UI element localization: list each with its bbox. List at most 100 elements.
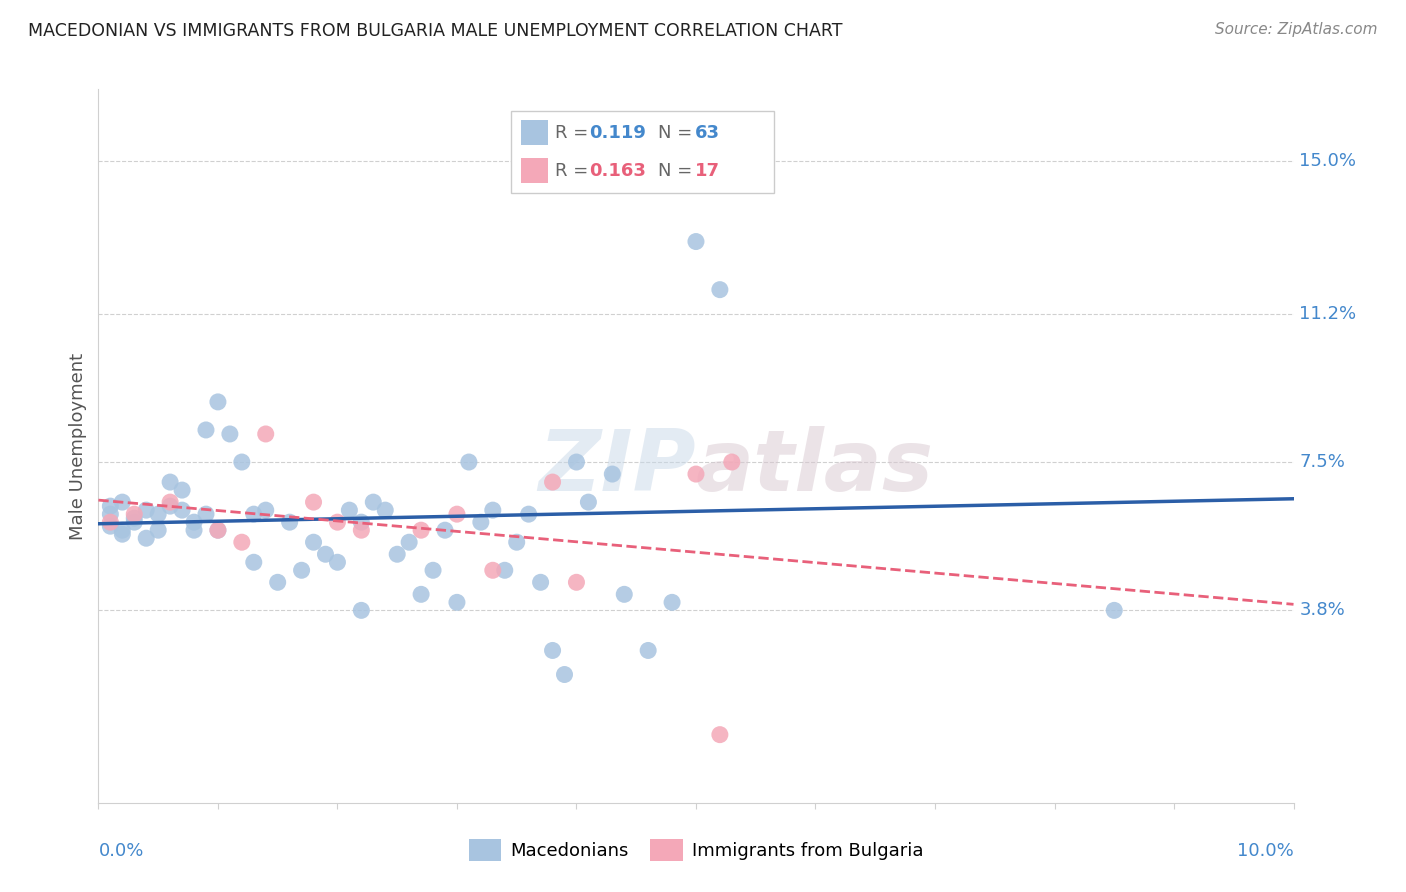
Legend: Macedonians, Immigrants from Bulgaria: Macedonians, Immigrants from Bulgaria — [461, 832, 931, 869]
Point — [326, 515, 349, 529]
Point — [565, 575, 588, 590]
Text: 15.0%: 15.0% — [1299, 153, 1357, 170]
Text: ZIP: ZIP — [538, 425, 696, 509]
Point — [302, 535, 325, 549]
Point — [231, 455, 253, 469]
Point — [302, 495, 325, 509]
Text: Source: ZipAtlas.com: Source: ZipAtlas.com — [1215, 22, 1378, 37]
Point — [385, 547, 409, 561]
Point — [434, 523, 457, 537]
Text: 63: 63 — [695, 124, 720, 142]
Point — [267, 575, 290, 590]
Point — [685, 467, 707, 481]
Point — [422, 563, 444, 577]
Point — [1104, 603, 1126, 617]
Point — [541, 475, 564, 489]
Point — [517, 507, 540, 521]
Point — [172, 483, 194, 497]
Point — [148, 523, 170, 537]
Point — [600, 467, 623, 481]
Point — [481, 503, 505, 517]
Point — [709, 283, 731, 297]
Text: N =: N = — [658, 124, 697, 142]
Point — [290, 563, 312, 577]
Point — [458, 455, 481, 469]
FancyBboxPatch shape — [522, 120, 547, 145]
Point — [148, 507, 170, 521]
Point — [506, 535, 529, 549]
Point — [243, 555, 266, 569]
Point — [219, 427, 242, 442]
Point — [278, 515, 301, 529]
Point — [124, 511, 146, 525]
Point — [98, 499, 122, 513]
Point — [159, 495, 181, 509]
Text: 0.0%: 0.0% — [98, 842, 143, 860]
Point — [194, 423, 218, 437]
Point — [231, 535, 253, 549]
Text: R =: R = — [555, 161, 595, 179]
Text: 3.8%: 3.8% — [1299, 601, 1346, 619]
Point — [254, 503, 277, 517]
Point — [709, 728, 731, 742]
Text: 11.2%: 11.2% — [1299, 305, 1357, 323]
Point — [685, 235, 707, 249]
Point — [124, 515, 146, 529]
Point — [350, 515, 373, 529]
Point — [111, 495, 134, 509]
Point — [111, 527, 134, 541]
Text: 10.0%: 10.0% — [1237, 842, 1294, 860]
Text: N =: N = — [658, 161, 697, 179]
Point — [207, 395, 229, 409]
Text: 7.5%: 7.5% — [1299, 453, 1346, 471]
Point — [98, 507, 122, 521]
Text: MACEDONIAN VS IMMIGRANTS FROM BULGARIA MALE UNEMPLOYMENT CORRELATION CHART: MACEDONIAN VS IMMIGRANTS FROM BULGARIA M… — [28, 22, 842, 40]
Text: R =: R = — [555, 124, 595, 142]
Point — [172, 503, 194, 517]
Point — [98, 515, 122, 529]
Point — [721, 455, 744, 469]
Point — [207, 523, 229, 537]
Point — [350, 603, 373, 617]
Point — [243, 507, 266, 521]
Y-axis label: Male Unemployment: Male Unemployment — [69, 352, 87, 540]
Point — [183, 515, 205, 529]
Point — [446, 507, 468, 521]
Point — [207, 523, 229, 537]
Point — [481, 563, 505, 577]
Point — [541, 643, 564, 657]
Text: 0.163: 0.163 — [589, 161, 647, 179]
Point — [446, 595, 468, 609]
Point — [613, 587, 636, 601]
Point — [578, 495, 600, 509]
Point — [565, 455, 588, 469]
Text: 17: 17 — [695, 161, 720, 179]
Point — [494, 563, 516, 577]
Point — [411, 587, 433, 601]
Point — [398, 535, 420, 549]
Point — [159, 499, 181, 513]
Point — [661, 595, 683, 609]
Point — [554, 667, 576, 681]
Point — [98, 519, 122, 533]
Point — [194, 507, 218, 521]
Point — [339, 503, 360, 517]
Point — [183, 523, 205, 537]
Point — [124, 507, 146, 521]
Point — [374, 503, 396, 517]
Point — [470, 515, 492, 529]
FancyBboxPatch shape — [510, 111, 773, 193]
Text: atlas: atlas — [696, 425, 934, 509]
Point — [637, 643, 659, 657]
FancyBboxPatch shape — [522, 158, 547, 183]
Point — [159, 475, 181, 489]
Point — [135, 531, 157, 545]
Text: 0.119: 0.119 — [589, 124, 647, 142]
Point — [411, 523, 433, 537]
Point — [111, 523, 134, 537]
Point — [745, 162, 768, 177]
Point — [315, 547, 337, 561]
Point — [350, 523, 373, 537]
Point — [529, 575, 551, 590]
Point — [254, 427, 277, 442]
